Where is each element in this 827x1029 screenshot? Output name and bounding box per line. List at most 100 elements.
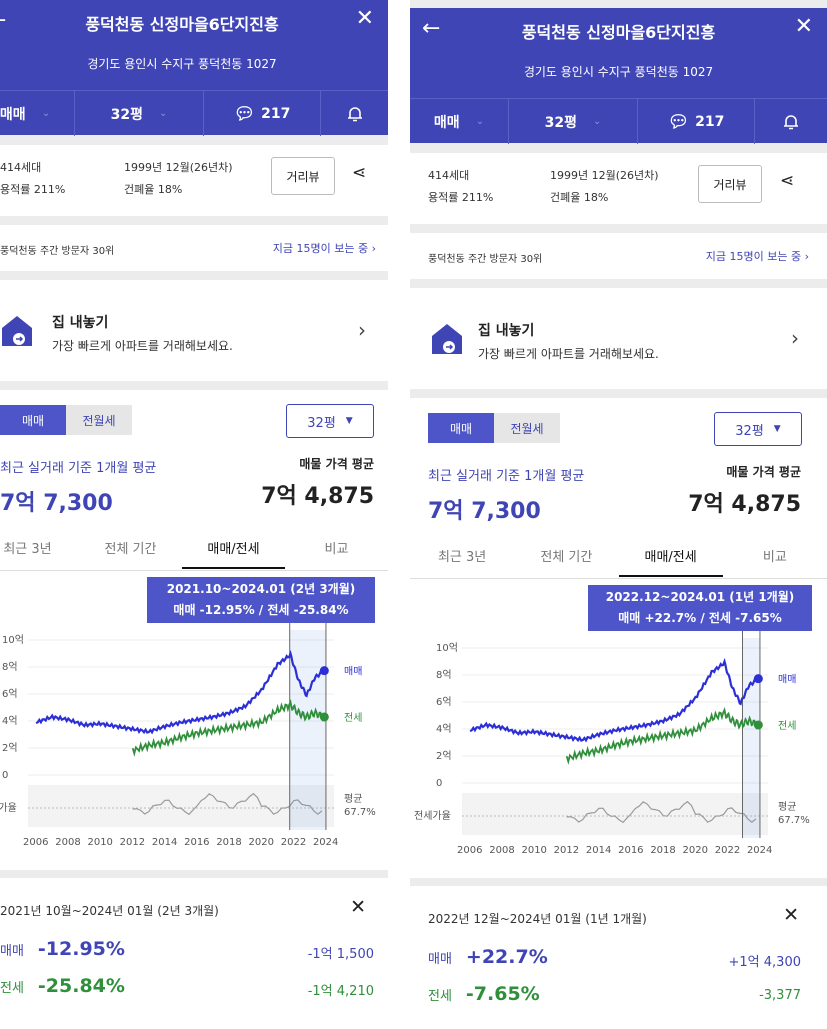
deal-type-tabs: 매매 전월세 (428, 413, 560, 443)
back-arrow-icon[interactable]: ← (422, 16, 441, 41)
visitor-bar: 풍덕천동 주간 방문자 30위 지금 15명이 보는 중 › (0, 225, 388, 271)
close-icon[interactable]: ✕ (350, 896, 366, 918)
viewers-link[interactable]: 지금 15명이 보는 중 › (273, 240, 376, 256)
street-view-button[interactable]: 거리뷰 (698, 165, 762, 203)
selected-range (289, 630, 326, 830)
y-tick-label: 2억 (436, 750, 452, 762)
close-icon[interactable]: ✕ (355, 6, 374, 31)
tab-compare[interactable]: 비교 (324, 542, 349, 557)
trade-type-select[interactable]: 매매 ⌄ (410, 99, 509, 144)
caret-down-icon: ▼ (345, 416, 353, 426)
viewers-link[interactable]: 지금 15명이 보는 중 › (706, 248, 809, 264)
size-select[interactable]: 32평 ⌄ (75, 91, 204, 136)
ask-price: 7억 4,875 (261, 484, 374, 509)
rent-change-row: 전세 -25.84% (0, 975, 125, 997)
x-tick-label: 2018 (216, 837, 241, 848)
comment-icon: 💬︎ (233, 103, 256, 124)
filter-bar: 매매 ⌄ 32평 ⌄ 💬︎ 217 (0, 90, 388, 136)
ratio-label: 전세가율 (414, 810, 451, 822)
price-section: 매매 전월세 32평 ▼ 최근 실거래 기준 1개월 평균 7억 7,300 매물… (0, 390, 388, 870)
y-tick-label: 8억 (2, 661, 18, 673)
listing-title: 집 내놓기 (478, 323, 535, 339)
size-dropdown[interactable]: 32평 ▼ (286, 404, 374, 438)
list-property-card[interactable]: 집 내놓기 가장 빠르게 아파트를 거래해보세요. › (0, 280, 388, 381)
sale-amount: -1억 1,500 (307, 947, 374, 962)
sale-amount: +1억 4,300 (728, 955, 801, 970)
tab-rent[interactable]: 전월세 (66, 405, 132, 435)
y-tick-label: 10억 (2, 634, 24, 646)
left-screenshot-panel: ← 풍덕천동 신정마을6단지진흥 ✕ 경기도 용인시 수지구 풍덕천동 1027… (0, 0, 388, 1029)
panel-content: ← 풍덕천동 신정마을6단지진흥 ✕ 경기도 용인시 수지구 풍덕천동 1027… (0, 0, 388, 1029)
households: 414세대 (0, 161, 42, 174)
tab-sale-rent[interactable]: 매매/전세 (618, 546, 723, 577)
panel-content: ← 풍덕천동 신정마을6단지진흥 ✕ 경기도 용인시 수지구 풍덕천동 1027… (410, 8, 827, 1029)
bell-icon[interactable] (321, 91, 388, 136)
tab-sale[interactable]: 매매 (428, 413, 494, 443)
tab-sale-rent[interactable]: 매매/전세 (182, 538, 285, 569)
comments-button[interactable]: 💬︎ 217 (638, 99, 755, 144)
x-tick-label: 2006 (457, 845, 482, 856)
size-label: 32평 (544, 114, 577, 131)
close-icon[interactable]: ✕ (794, 14, 813, 39)
comments-button[interactable]: 💬︎ 217 (204, 91, 321, 136)
listing-description: 가장 빠르게 아파트를 거래해보세요. (478, 347, 659, 361)
listing-title: 집 내놓기 (52, 315, 109, 331)
summary-title: 2022년 12월~2024년 01월 (1년 1개월) (428, 912, 647, 926)
tab-recent-3y[interactable]: 최근 3년 (3, 542, 52, 557)
list-property-card[interactable]: 집 내놓기 가장 빠르게 아파트를 거래해보세요. › (410, 288, 827, 389)
y-tick-label: 8억 (436, 669, 452, 681)
y-tick-label: 6억 (2, 688, 18, 700)
rent-pct: -25.84% (37, 975, 125, 997)
tab-rent[interactable]: 전월세 (494, 413, 560, 443)
trade-type-label: 매매 (0, 106, 26, 123)
tab-all-period[interactable]: 전체 기간 (540, 550, 593, 565)
trade-type-select[interactable]: 매매 ⌄ (0, 91, 75, 136)
close-icon[interactable]: ✕ (783, 904, 799, 926)
tab-recent-3y[interactable]: 최근 3년 (437, 550, 487, 565)
tooltip-range: 2021.10~2024.01 (2년 3개월) (166, 582, 356, 596)
rent-change-row: 전세 -7.65% (428, 983, 540, 1005)
series-line-0 (35, 649, 326, 735)
comments-count: 217 (695, 113, 725, 130)
bell-icon[interactable] (755, 99, 827, 144)
price-section: 매매 전월세 32평 ▼ 최근 실거래 기준 1개월 평균 7억 7,300 매물… (410, 398, 827, 878)
change-summary: 2022년 12월~2024년 01월 (1년 1개월) ✕ 매매 +22.7% … (410, 886, 827, 1029)
share-icon[interactable]: ⋖ (352, 163, 367, 183)
range-tooltip: 2021.10~2024.01 (2년 3개월) 매매 -12.95% / 전세… (147, 577, 375, 623)
share-icon[interactable]: ⋖ (780, 171, 795, 191)
tab-all-period[interactable]: 전체 기간 (104, 542, 157, 557)
ratio-line (132, 792, 323, 816)
street-view-button[interactable]: 거리뷰 (271, 157, 335, 195)
sale-pct: +22.7% (465, 946, 548, 968)
back-arrow-icon[interactable]: ← (0, 8, 6, 33)
size-select[interactable]: 32평 ⌄ (509, 99, 638, 144)
x-tick-label: 2016 (618, 845, 643, 856)
ratio-avg-value: 67.7% (344, 807, 376, 818)
tab-compare[interactable]: 비교 (762, 550, 787, 565)
x-tick-label: 2022 (715, 845, 740, 856)
y-tick-label: 0 (2, 770, 8, 781)
deal-type-tabs: 매매 전월세 (0, 405, 132, 435)
built-year: 1999년 12월(26년차) (124, 161, 233, 174)
comment-icon: 💬︎ (667, 111, 690, 132)
x-tick-label: 2020 (249, 837, 274, 848)
chevron-right-icon: › (358, 318, 366, 342)
visitor-bar: 풍덕천동 주간 방문자 30위 지금 15명이 보는 중 › (410, 233, 827, 279)
y-tick-label: 10억 (436, 642, 458, 654)
app-header: ← 풍덕천동 신정마을6단지진흥 ✕ 경기도 용인시 수지구 풍덕천동 1027… (410, 8, 827, 144)
listing-description: 가장 빠르게 아파트를 거래해보세요. (52, 339, 233, 353)
ratio-avg-label: 평균 (344, 793, 362, 805)
x-tick-label: 2014 (152, 837, 177, 848)
size-dropdown[interactable]: 32평 ▼ (714, 412, 802, 446)
x-tick-label: 2008 (489, 845, 514, 856)
tab-sale[interactable]: 매매 (0, 405, 66, 435)
series-end-point (319, 712, 329, 722)
x-tick-label: 2010 (521, 845, 546, 856)
series-line-1 (565, 706, 760, 765)
series-line-0 (469, 657, 760, 743)
sale-label: 매매 (0, 943, 24, 959)
x-tick-label: 2012 (554, 845, 579, 856)
rent-label: 전세 (428, 988, 452, 1004)
